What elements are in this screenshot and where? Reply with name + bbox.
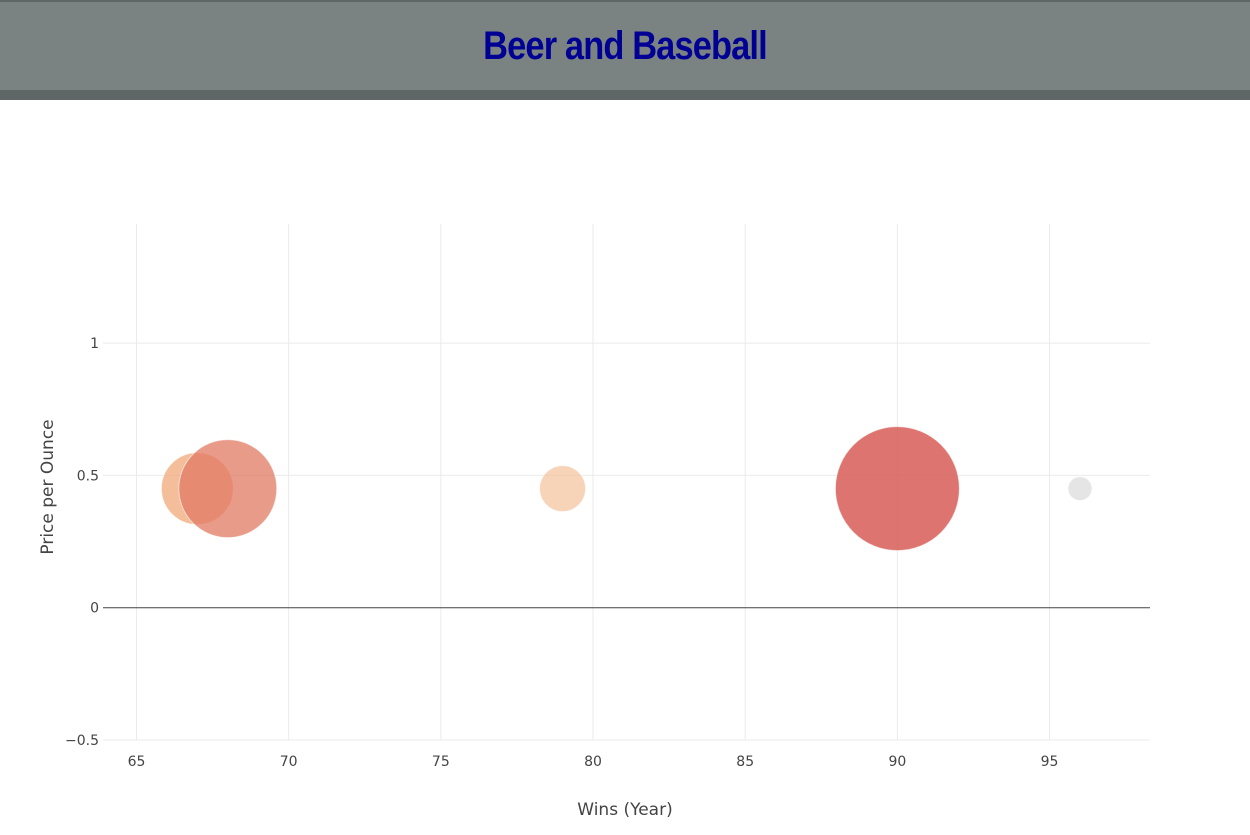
x-tick-label: 90 <box>888 754 906 770</box>
y-tick-label: 0.5 <box>77 468 99 484</box>
data-point[interactable] <box>1067 476 1093 502</box>
page-header: Beer and Baseball <box>0 0 1250 100</box>
x-tick-label: 80 <box>584 754 602 770</box>
y-tick-label: −0.5 <box>65 733 99 749</box>
bubble-chart: 65 70 75 80 85 90 95 −0.5 0 0.5 1 Wins (Year) Pri… <box>38 224 1150 820</box>
data-point[interactable] <box>834 426 960 552</box>
y-tick-labels: −0.5 0 0.5 1 <box>65 336 99 749</box>
x-tick-label: 70 <box>280 754 298 770</box>
x-tick-label: 75 <box>432 754 450 770</box>
x-tick-label: 65 <box>128 754 146 770</box>
x-axis-label: Wins (Year) <box>577 800 672 820</box>
y-tick-label: 0 <box>90 601 99 617</box>
y-axis-label: Price per Ounce <box>38 419 58 554</box>
y-tick-label: 1 <box>90 336 99 352</box>
page-title: Beer and Baseball <box>483 24 768 68</box>
data-point[interactable] <box>539 465 587 513</box>
x-tick-label: 85 <box>736 754 754 770</box>
data-points <box>160 426 1093 552</box>
data-point[interactable] <box>178 439 278 539</box>
x-tick-labels: 65 70 75 80 85 90 95 <box>128 754 1059 770</box>
x-tick-label: 95 <box>1041 754 1059 770</box>
